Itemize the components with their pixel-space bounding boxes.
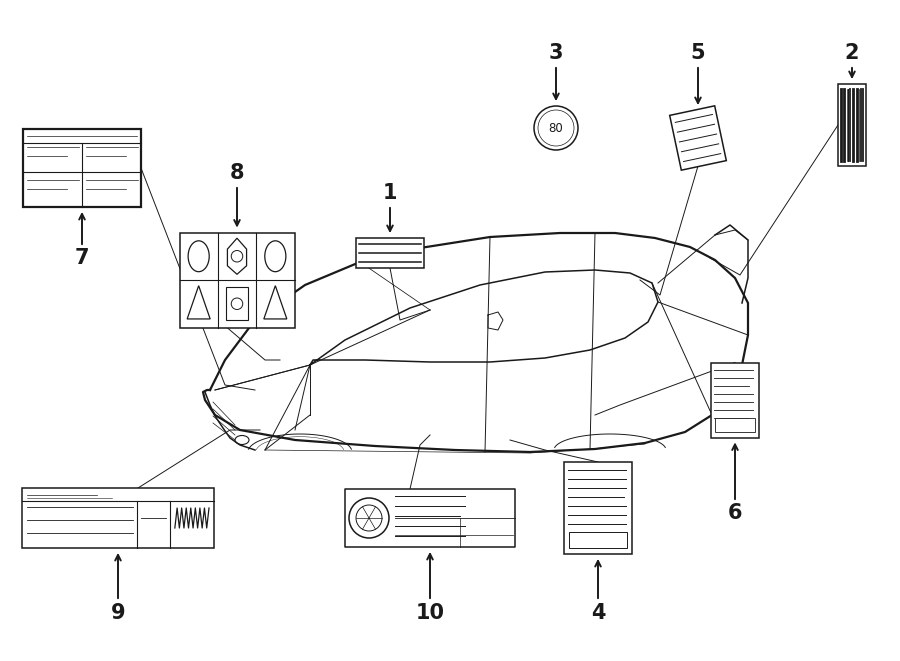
Bar	[356, 238, 424, 268]
Text: 9: 9	[111, 603, 125, 623]
Polygon shape	[264, 286, 287, 319]
Text: 10: 10	[416, 603, 445, 623]
Text: 7: 7	[75, 248, 89, 268]
Text: 1: 1	[382, 183, 397, 203]
Bar	[22, 488, 214, 548]
Bar	[23, 129, 141, 207]
Bar	[345, 489, 515, 547]
Polygon shape	[187, 286, 211, 319]
Polygon shape	[670, 106, 726, 170]
Bar	[711, 362, 759, 438]
Text: 8: 8	[230, 163, 244, 183]
Bar	[838, 84, 866, 166]
Text: 80: 80	[549, 122, 563, 134]
Bar	[179, 233, 294, 327]
Text: 6: 6	[728, 503, 742, 523]
Bar	[715, 418, 755, 432]
Bar	[564, 462, 632, 554]
Bar	[569, 532, 627, 548]
Polygon shape	[228, 238, 247, 274]
Text: 4: 4	[590, 603, 605, 623]
Text: 3: 3	[549, 43, 563, 63]
Text: 2: 2	[845, 43, 859, 63]
Text: 5: 5	[690, 43, 706, 63]
Bar	[226, 287, 248, 321]
